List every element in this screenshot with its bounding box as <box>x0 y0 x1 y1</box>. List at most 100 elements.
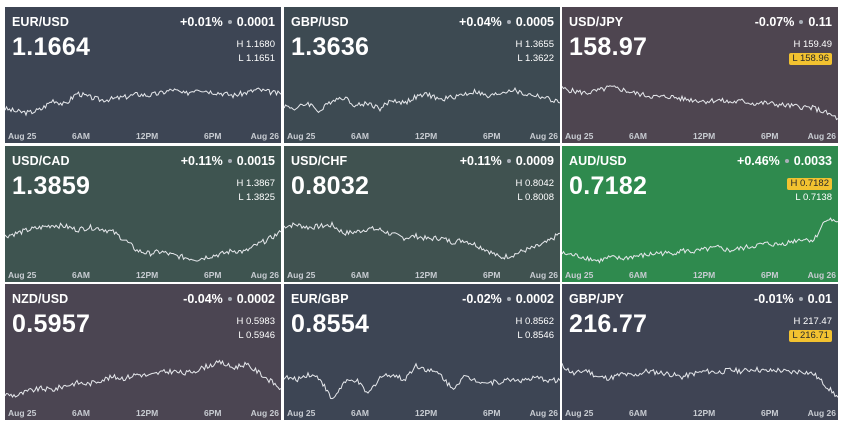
sparkline-path <box>562 85 838 121</box>
high-value: 0.5983 <box>245 316 275 327</box>
x-axis-label: Aug 26 <box>529 408 558 418</box>
currency-pair-symbol: EUR/USD <box>12 15 69 29</box>
ticker-tile-eur-gbp[interactable]: EUR/GBP -0.02% 0.0002 0.8554 H 0.8562 L 0… <box>284 284 560 420</box>
currency-pair-symbol: NZD/USD <box>12 292 69 306</box>
sparkline-path <box>284 221 560 260</box>
ticker-tile-aud-usd[interactable]: AUD/USD +0.46% 0.0033 0.7182 H 0.7182 L 0… <box>562 146 838 282</box>
x-axis-label: 6PM <box>204 270 222 280</box>
price-sparkline <box>562 363 838 398</box>
x-axis-label: 12PM <box>136 408 159 418</box>
ticker-tile-nzd-usd[interactable]: NZD/USD -0.04% 0.0002 0.5957 H 0.5983 L 0… <box>5 284 281 420</box>
x-axis-label: 6AM <box>72 131 90 141</box>
current-price: 0.5957 <box>12 310 91 338</box>
price-sparkline <box>284 221 560 260</box>
x-axis-label: 6PM <box>204 408 222 418</box>
x-axis-label: Aug 26 <box>807 131 836 141</box>
session-low: L 158.96 <box>789 53 832 65</box>
ticker-tile-eur-usd[interactable]: EUR/USD +0.01% 0.0001 1.1664 H 1.1680 L 1… <box>5 7 281 143</box>
separator-dot-icon <box>799 19 804 24</box>
change-readout: +0.11% 0.0009 <box>460 154 554 168</box>
change-absolute: 0.0002 <box>236 292 275 306</box>
ticker-tile-usd-cad[interactable]: USD/CAD +0.11% 0.0015 1.3859 H 1.3867 L 1… <box>5 146 281 282</box>
x-axis-label: Aug 25 <box>287 270 316 280</box>
x-axis-label: 12PM <box>136 270 159 280</box>
current-price: 1.1664 <box>12 33 91 61</box>
x-axis-label: Aug 26 <box>529 270 558 280</box>
x-axis-label: Aug 25 <box>287 408 316 418</box>
low-value: 158.96 <box>799 53 829 64</box>
change-absolute: 0.0001 <box>236 15 275 29</box>
high-value: 0.8562 <box>524 316 554 327</box>
x-axis-label: 6PM <box>761 408 779 418</box>
session-low: L 1.3825 <box>238 192 275 203</box>
separator-dot-icon <box>506 19 511 24</box>
x-axis-label: 6AM <box>72 408 90 418</box>
change-absolute: 0.0002 <box>515 292 554 306</box>
change-readout: -0.01% 0.01 <box>754 292 832 306</box>
x-axis-label: 6AM <box>72 270 90 280</box>
x-axis-label: 6PM <box>483 408 501 418</box>
session-high: H 1.3655 <box>515 39 554 50</box>
separator-dot-icon <box>784 158 789 163</box>
x-axis-label: 12PM <box>415 270 438 280</box>
separator-dot-icon <box>227 296 232 301</box>
ticker-tile-usd-chf[interactable]: USD/CHF +0.11% 0.0009 0.8032 H 0.8042 L 0… <box>284 146 560 282</box>
current-price: 1.3636 <box>291 33 370 61</box>
sparkline-path <box>284 87 560 114</box>
sparkline-path <box>5 359 281 398</box>
x-axis-label: 12PM <box>136 131 159 141</box>
low-value: 216.71 <box>799 330 829 341</box>
x-axis-label: 12PM <box>415 408 438 418</box>
x-axis-label: Aug 26 <box>250 408 279 418</box>
currency-pair-symbol: USD/CAD <box>12 154 70 168</box>
x-axis-label: 6AM <box>351 408 369 418</box>
change-percent: +0.01% <box>180 15 223 29</box>
currency-pair-symbol: GBP/USD <box>291 15 349 29</box>
change-percent: +0.11% <box>180 154 223 168</box>
session-high: H 0.8562 <box>515 316 554 327</box>
x-axis-label: Aug 26 <box>529 131 558 141</box>
high-value: 0.7182 <box>799 178 829 189</box>
x-axis-label: 6PM <box>761 270 779 280</box>
ticker-tile-gbp-usd[interactable]: GBP/USD +0.04% 0.0005 1.3636 H 1.3655 L 1… <box>284 7 560 143</box>
high-value: 1.3867 <box>245 178 275 189</box>
x-axis-label: Aug 25 <box>565 131 594 141</box>
change-readout: +0.04% 0.0005 <box>459 15 554 29</box>
sparkline-path <box>562 217 838 264</box>
currency-pair-symbol: USD/JPY <box>569 15 624 29</box>
x-axis-label: 6AM <box>629 408 647 418</box>
x-axis-label: 6AM <box>351 131 369 141</box>
session-high: H 217.47 <box>793 316 832 327</box>
current-price: 216.77 <box>569 310 648 338</box>
x-axis-label: Aug 25 <box>565 408 594 418</box>
ticker-tile-gbp-jpy[interactable]: GBP/JPY -0.01% 0.01 216.77 H 217.47 L 216… <box>562 284 838 420</box>
currency-pair-symbol: GBP/JPY <box>569 292 624 306</box>
current-price: 1.3859 <box>12 172 91 200</box>
change-percent: -0.02% <box>462 292 502 306</box>
x-axis-label: Aug 26 <box>807 408 836 418</box>
session-low: L 216.71 <box>789 330 832 342</box>
x-axis-label: Aug 26 <box>250 131 279 141</box>
change-percent: -0.01% <box>754 292 794 306</box>
change-readout: +0.46% 0.0033 <box>737 154 832 168</box>
high-value: 1.3655 <box>524 39 554 50</box>
low-value: 0.8546 <box>524 330 554 341</box>
change-percent: +0.46% <box>737 154 780 168</box>
x-axis-label: Aug 25 <box>565 270 594 280</box>
ticker-tile-usd-jpy[interactable]: USD/JPY -0.07% 0.11 158.97 H 159.49 L 158… <box>562 7 838 143</box>
change-absolute: 0.11 <box>808 15 832 29</box>
change-percent: -0.04% <box>183 292 223 306</box>
session-low: L 1.1651 <box>238 53 275 64</box>
x-axis-label: 6PM <box>204 131 222 141</box>
sparkline-path <box>284 362 560 400</box>
x-axis-label: Aug 26 <box>250 270 279 280</box>
low-value: 0.8008 <box>524 192 554 203</box>
price-sparkline <box>5 359 281 398</box>
current-price: 0.7182 <box>569 172 648 200</box>
low-value: 0.5946 <box>245 330 275 341</box>
session-high: H 159.49 <box>793 39 832 50</box>
change-readout: +0.11% 0.0015 <box>181 154 275 168</box>
x-axis-label: Aug 25 <box>287 131 316 141</box>
current-price: 0.8554 <box>291 310 370 338</box>
change-absolute: 0.0015 <box>236 154 275 168</box>
